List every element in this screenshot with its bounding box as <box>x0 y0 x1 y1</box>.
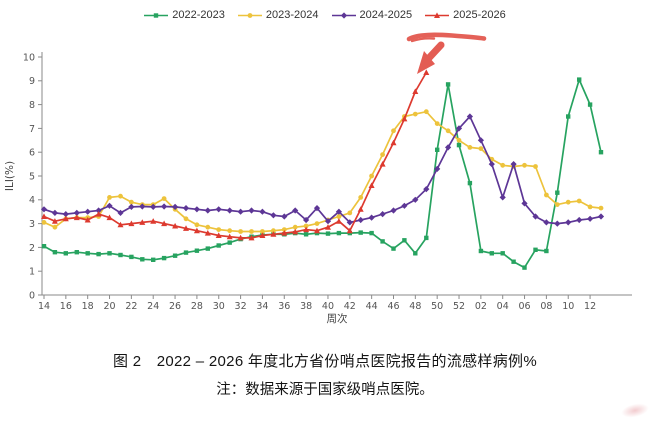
x-tick-label: 48 <box>409 301 421 312</box>
diamond-legend-icon <box>331 11 356 19</box>
x-tick-label: 16 <box>60 301 72 312</box>
circle-legend-icon <box>237 12 262 18</box>
x-tick-label: 36 <box>278 301 290 312</box>
legend-label: 2023-2024 <box>265 9 319 21</box>
legend-item-2025-2026[interactable]: 2025-2026 <box>425 9 506 21</box>
y-tick-label: 9 <box>29 76 35 87</box>
x-tick-label: 32 <box>235 301 247 312</box>
handwritten-underline <box>406 32 487 43</box>
x-tick-label: 38 <box>300 301 312 312</box>
x-tick-label: 06 <box>519 301 531 312</box>
x-tick-label: 24 <box>147 301 159 312</box>
y-tick-label: 6 <box>29 148 35 159</box>
square-legend-icon <box>144 12 169 18</box>
y-tick-label: 8 <box>29 100 35 111</box>
x-tick-label: 28 <box>191 301 203 312</box>
legend-label: 2024-2025 <box>359 9 413 21</box>
y-tick-label: 3 <box>29 219 35 230</box>
handwritten-arrow <box>417 41 445 74</box>
x-tick-label: 52 <box>453 301 465 312</box>
pink-smudge-mark <box>619 401 650 420</box>
y-tick-label: 4 <box>29 195 35 206</box>
series-2022-2023[interactable] <box>41 77 604 270</box>
x-tick-label: 30 <box>213 301 225 312</box>
figure-caption: 图 2 2022 – 2026 年度北方省份哨点医院报告的流感样病例% <box>113 353 537 370</box>
series-2025-2026[interactable] <box>41 69 430 241</box>
x-tick-label: 22 <box>125 301 137 312</box>
y-tick-label: 5 <box>29 171 35 182</box>
x-tick-label: 46 <box>387 301 399 312</box>
y-tick-label: 7 <box>29 124 35 135</box>
x-tick-label: 20 <box>103 301 115 312</box>
legend-label: 2025-2026 <box>453 9 506 21</box>
y-tick-label: 0 <box>29 290 35 301</box>
x-tick-label: 18 <box>82 301 94 312</box>
x-tick-label: 04 <box>497 301 509 312</box>
x-tick-label: 10 <box>562 301 574 312</box>
x-tick-label: 40 <box>322 301 334 312</box>
figure-note: 注：数据来源于国家级哨点医院。 <box>216 382 434 398</box>
x-tick-label: 50 <box>431 301 443 312</box>
legend-item-2023-2024[interactable]: 2023-2024 <box>237 9 319 21</box>
x-tick-label: 26 <box>169 301 181 312</box>
legend-label: 2022-2023 <box>172 9 225 21</box>
x-tick-label: 14 <box>38 301 50 312</box>
legend-item-2024-2025[interactable]: 2024-2025 <box>331 9 413 21</box>
x-tick-label: 42 <box>344 301 356 312</box>
y-tick-label: 2 <box>29 243 35 254</box>
x-tick-label: 12 <box>584 301 596 312</box>
x-axis-title: 周次 <box>327 312 348 325</box>
chart-legend: 2022-2023 2023-2024 2024-2025 2025-2026 <box>0 9 650 21</box>
legend-item-2022-2023[interactable]: 2022-2023 <box>144 9 225 21</box>
y-tick-label: 1 <box>29 267 35 278</box>
x-tick-label: 08 <box>540 301 552 312</box>
x-tick-label: 02 <box>475 301 487 312</box>
y-tick-label: 10 <box>23 52 35 63</box>
x-tick-label: 34 <box>256 301 268 312</box>
triangle-legend-icon <box>425 11 450 18</box>
y-axis-title: ILI(%) <box>4 161 16 191</box>
x-tick-label: 44 <box>366 301 378 312</box>
series-2024-2025[interactable] <box>40 113 605 227</box>
